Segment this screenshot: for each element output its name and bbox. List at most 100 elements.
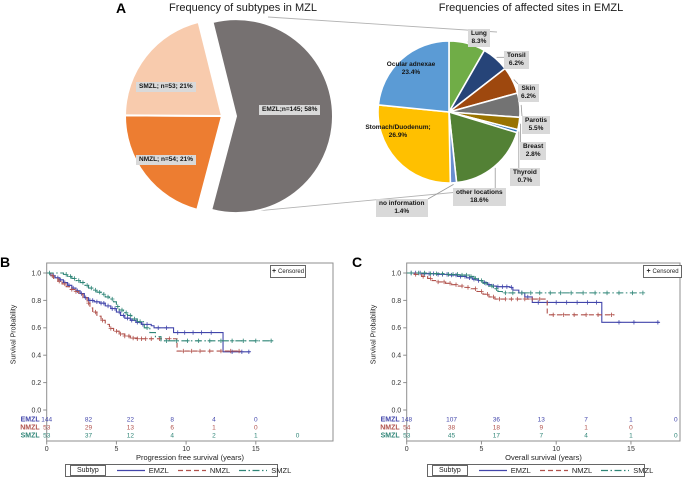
pfs-censor-mark bbox=[97, 289, 102, 295]
os-censor-mark bbox=[441, 279, 447, 285]
pfs-at-risk-row-label: SMZL bbox=[21, 433, 41, 440]
os-censor-mark bbox=[574, 300, 580, 305]
os-censor-mark bbox=[594, 300, 599, 305]
pfs-censor-mark bbox=[143, 336, 148, 341]
pfs-censor-mark bbox=[112, 306, 118, 311]
pfs-censor-mark bbox=[207, 338, 212, 344]
pie-label-parotis: Parotis 5.5% bbox=[522, 116, 551, 134]
os-censor-mark bbox=[413, 272, 418, 277]
pfs-censor-mark bbox=[69, 287, 74, 292]
pfs-censor-mark bbox=[144, 325, 150, 330]
os-y-tick-label: 1.0 bbox=[391, 270, 401, 277]
os-censor-mark bbox=[494, 286, 499, 291]
os-censor-mark bbox=[551, 312, 556, 317]
os-legend-entry-label: EMZL bbox=[510, 466, 531, 475]
pie-label-tonsil: Tonsil 6.2% bbox=[504, 51, 529, 69]
pfs-legend-entry-nmzl: NMZL bbox=[177, 466, 230, 475]
pfs-at-risk-count: 53 bbox=[43, 425, 51, 432]
os-censor-mark bbox=[428, 276, 433, 281]
os-at-risk-count: 13 bbox=[538, 417, 546, 424]
os-subtype-legend: Subtyp EMZL NMZL SMZL bbox=[427, 464, 653, 477]
os-censor-mark bbox=[479, 278, 484, 283]
os-y-axis-title: Survival Probability bbox=[370, 304, 378, 365]
os-curve-nmzl bbox=[406, 272, 615, 316]
pie-connector-line-bottom bbox=[234, 189, 481, 214]
pfs-censor-mark bbox=[218, 338, 224, 344]
pfs-y-tick-label: 0.8 bbox=[31, 298, 41, 305]
pfs-censor-mark bbox=[164, 338, 169, 344]
panel-label-a: A bbox=[116, 0, 127, 16]
os-y-tick-label: 0.8 bbox=[391, 298, 401, 305]
os-censor-mark bbox=[473, 286, 478, 291]
pfs-censor-mark bbox=[47, 270, 52, 276]
mzl-pie-title: Frequency of subtypes in MZL bbox=[169, 2, 317, 14]
pfs-at-risk-count: 22 bbox=[127, 417, 135, 424]
os-censor-mark bbox=[416, 270, 421, 276]
pfs-legend-entry-smzl: SMZL bbox=[238, 466, 291, 475]
os-censor-mark bbox=[592, 290, 598, 296]
pfs-at-risk-row-label: EMZL bbox=[21, 417, 41, 424]
panel-label-b: B bbox=[0, 254, 11, 270]
pfs-censor-mark bbox=[105, 294, 111, 300]
pie-label-other-locations: other locations 18.6% bbox=[453, 188, 506, 206]
os-censor-mark bbox=[554, 300, 559, 305]
os-censor-mark bbox=[530, 296, 535, 302]
os-censor-mark bbox=[580, 290, 586, 296]
os-censor-mark bbox=[446, 272, 451, 277]
pie-label-stomach-pct: 26.9% bbox=[388, 132, 408, 139]
pfs-y-axis-title: Survival Probability bbox=[10, 304, 18, 365]
pie-label-parotis-name: Parotis bbox=[525, 117, 548, 124]
os-legend-title: Subtyp bbox=[432, 465, 468, 476]
os-at-risk-count: 0 bbox=[674, 433, 678, 440]
pfs-censor-mark bbox=[197, 348, 203, 354]
pfs-censor-mark bbox=[207, 348, 212, 354]
os-at-risk-count: 7 bbox=[584, 417, 588, 424]
pfs-at-risk-count: 13 bbox=[127, 425, 135, 432]
pfs-at-risk-count: 8 bbox=[170, 417, 174, 424]
pie-label-other-locations-pct: 18.6% bbox=[470, 197, 489, 204]
os-censor-mark bbox=[464, 272, 469, 278]
os-censor-mark bbox=[548, 290, 553, 296]
os-censor-mark bbox=[571, 312, 577, 317]
pfs-censor-mark bbox=[62, 281, 68, 287]
pie-label-no-information-pct: 1.4% bbox=[394, 208, 410, 215]
pie-label-ocular-adnexae-name: Ocular adnexae bbox=[386, 61, 436, 68]
pfs-censor-mark bbox=[125, 316, 130, 321]
pfs-at-risk-count: 12 bbox=[127, 433, 135, 440]
panel-label-c: C bbox=[352, 254, 363, 270]
os-legend-entry-emzl: EMZL bbox=[478, 466, 531, 475]
pfs-legend-line-swatch bbox=[239, 469, 268, 472]
pie-label-stomach: Stomach/Duodenum; 26.9% bbox=[358, 124, 438, 140]
mzl-pie-slice-emzl bbox=[209, 18, 334, 215]
pfs-y-tick-label: 0.6 bbox=[31, 325, 41, 332]
pfs-censor-mark bbox=[100, 318, 105, 323]
os-censor-mark bbox=[491, 294, 496, 300]
pfs-x-tick-label: 15 bbox=[252, 446, 260, 453]
os-censor-mark bbox=[515, 296, 520, 302]
pfs-legend-entry-label: SMZL bbox=[271, 466, 292, 475]
pfs-censor-mark bbox=[79, 291, 84, 296]
pfs-at-risk-row-label: NMZL bbox=[20, 425, 40, 432]
os-censor-mark bbox=[519, 290, 525, 296]
pfs-at-risk-count: 4 bbox=[170, 433, 174, 440]
censor-plus-icon: + bbox=[646, 267, 651, 275]
pfs-censor-mark bbox=[190, 330, 196, 335]
os-x-tick-label: 10 bbox=[552, 446, 560, 453]
os-curve-emzl bbox=[406, 272, 660, 323]
os-censor-mark bbox=[483, 281, 489, 286]
pfs-censor-mark bbox=[90, 298, 95, 303]
os-censor-mark bbox=[479, 289, 484, 294]
os-censor-mark bbox=[595, 312, 601, 317]
pfs-censor-mark bbox=[182, 330, 187, 335]
pfs-censor-mark bbox=[101, 300, 107, 306]
os-censor-mark bbox=[489, 283, 495, 289]
pfs-censor-mark bbox=[93, 287, 98, 293]
os-censor-mark bbox=[616, 320, 622, 325]
os-censor-mark bbox=[604, 290, 610, 296]
os-censor-mark bbox=[631, 320, 637, 325]
pie-leader-line bbox=[513, 79, 519, 85]
pfs-censor-mark bbox=[114, 329, 119, 334]
pfs-censor-mark bbox=[110, 296, 115, 302]
os-y-tick-label: 0.0 bbox=[391, 407, 401, 414]
pfs-at-risk-count: 37 bbox=[85, 433, 93, 440]
